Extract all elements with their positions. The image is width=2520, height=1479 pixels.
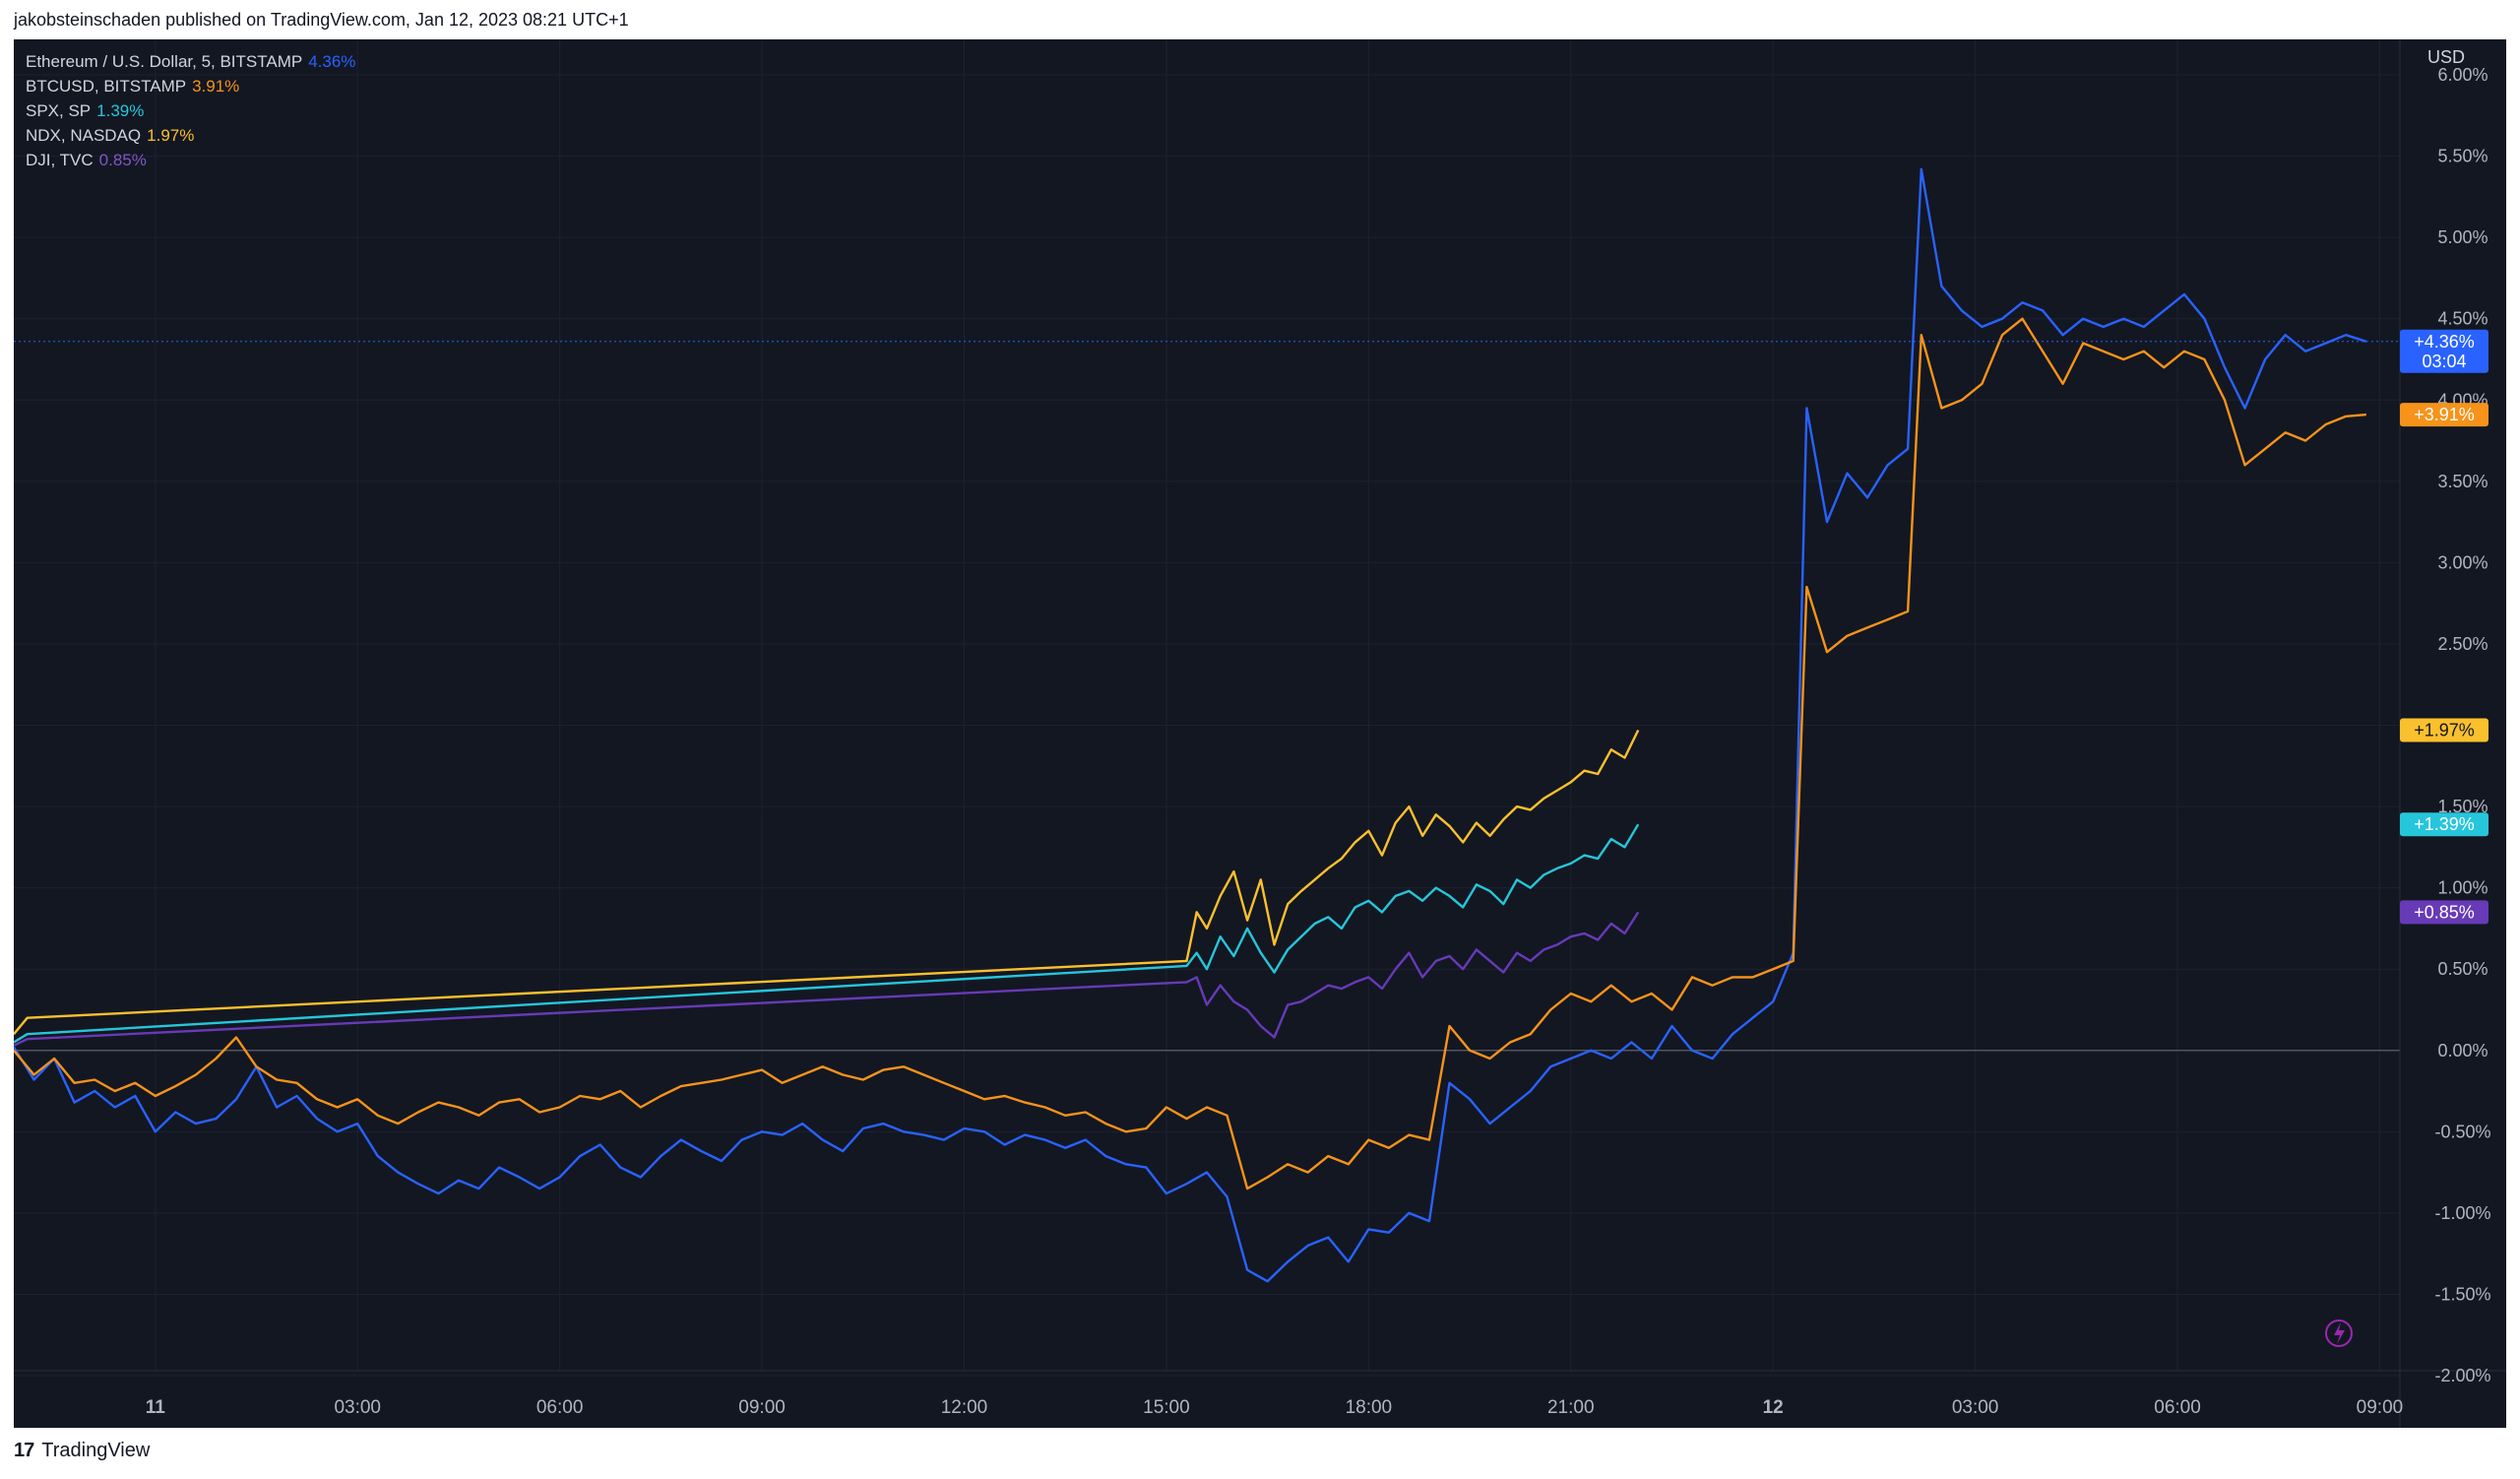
legend-row-dji[interactable]: DJI, TVC 0.85%: [26, 148, 355, 172]
chart-svg[interactable]: 6.00%5.50%5.00%4.50%4.00%3.50%3.00%2.50%…: [14, 39, 2506, 1428]
x-tick-label: 21:00: [1547, 1397, 1595, 1418]
legend-value: 1.39%: [96, 101, 145, 120]
price-tag-label: +4.36%: [2414, 332, 2475, 352]
lightning-icon-ring: [2325, 1319, 2353, 1347]
price-tag-label: +1.39%: [2414, 814, 2475, 834]
x-tick-label: 12: [1763, 1397, 1784, 1418]
y-tick-label: 6.00%: [2437, 65, 2488, 85]
y-tick-label: 0.00%: [2437, 1041, 2488, 1061]
y-tick-label: 5.00%: [2437, 227, 2488, 247]
legend-row-btc[interactable]: BTCUSD, BITSTAMP 3.91%: [26, 74, 355, 98]
y-tick-label: 1.50%: [2437, 797, 2488, 816]
x-tick-label: 03:00: [1952, 1397, 1999, 1418]
y-tick-label: 3.50%: [2437, 472, 2488, 491]
x-tick-label: 06:00: [2154, 1397, 2201, 1418]
y-tick-label: 0.50%: [2437, 959, 2488, 979]
series-line-spx: [14, 823, 1640, 1044]
legend-label: BTCUSD, BITSTAMP: [26, 77, 187, 96]
footer-brand[interactable]: 17 TradingView: [14, 1440, 150, 1462]
y-tick-label: -2.00%: [2434, 1366, 2490, 1385]
legend: Ethereum / U.S. Dollar, 5, BITSTAMP 4.36%…: [26, 49, 355, 172]
legend-label: NDX, NASDAQ: [26, 126, 142, 145]
x-tick-label: 03:00: [334, 1397, 381, 1418]
price-tag-btc: [2400, 403, 2488, 427]
legend-value: 0.85%: [98, 151, 147, 169]
price-tag-eth: [2400, 329, 2488, 373]
lightning-icon[interactable]: [2325, 1319, 2353, 1347]
y-unit-label: USD: [2427, 47, 2465, 67]
lightning-bolt-icon: [2334, 1322, 2345, 1344]
legend-row-ndx[interactable]: NDX, NASDAQ 1.97%: [26, 123, 355, 148]
legend-row-eth[interactable]: Ethereum / U.S. Dollar, 5, BITSTAMP 4.36%: [26, 49, 355, 74]
price-tag-spx: [2400, 812, 2488, 837]
price-tag-ndx: [2400, 718, 2488, 742]
countdown-label: 03:04: [2422, 352, 2466, 371]
y-tick-label: 5.50%: [2437, 147, 2488, 166]
x-tick-label: 18:00: [1346, 1397, 1393, 1418]
y-tick-label: 1.00%: [2437, 878, 2488, 898]
x-tick-label: 06:00: [536, 1397, 584, 1418]
price-tags: +4.36%03:04 +3.91% +1.39% +1.97% +0.85%: [2400, 329, 2488, 925]
y-tick-label: 2.50%: [2437, 634, 2488, 654]
price-tag-label: +3.91%: [2414, 405, 2475, 424]
x-tick-label: 12:00: [941, 1397, 988, 1418]
price-tag-label: +0.85%: [2414, 902, 2475, 922]
legend-label: SPX, SP: [26, 101, 92, 120]
price-tag-dji: [2400, 900, 2488, 925]
series-line-btc: [14, 317, 2366, 1190]
chart-panel[interactable]: 6.00% 5.50% 5.00% 4.50% 4.00% 3.50% 3.00% 2.50%…: [14, 39, 2506, 1428]
x-tick-label: 09:00: [738, 1397, 786, 1418]
y-tick-label: 4.50%: [2437, 309, 2488, 329]
grid-lines: [14, 39, 2400, 1377]
legend-value: 3.91%: [192, 77, 240, 96]
legend-value: 1.97%: [147, 126, 195, 145]
publish-header: jakobsteinschaden published on TradingVi…: [14, 10, 629, 30]
legend-label: Ethereum / U.S. Dollar, 5, BITSTAMP: [26, 52, 303, 71]
series-line-eth: [14, 167, 2367, 1283]
series-line-dji: [14, 911, 1640, 1047]
brand-name: TradingView: [41, 1440, 151, 1461]
y-axis: 6.00%5.50%5.00%4.50%4.00%3.50%3.00%2.50%…: [2427, 47, 2491, 1385]
tradingview-logo-icon: 17: [14, 1440, 34, 1461]
legend-value: 4.36%: [308, 52, 356, 71]
x-tick-label: 11: [146, 1397, 166, 1418]
y-tick-label: 3.00%: [2437, 552, 2488, 572]
y-tick-label: -0.50%: [2434, 1122, 2490, 1141]
series-line-ndx: [14, 729, 1640, 1035]
y-tick-label: -1.00%: [2434, 1203, 2490, 1223]
x-axis: 11 03:00 06:00 09:00 12:00 15:00 18:00 21:00 12 0…: [146, 1397, 2403, 1418]
y-tick-label: -1.50%: [2434, 1284, 2490, 1304]
x-tick-label: 09:00: [2357, 1397, 2404, 1418]
price-tag-label: +1.97%: [2414, 720, 2475, 740]
legend-row-spx[interactable]: SPX, SP 1.39%: [26, 98, 355, 123]
x-tick-label: 15:00: [1143, 1397, 1190, 1418]
legend-label: DJI, TVC: [26, 151, 94, 169]
